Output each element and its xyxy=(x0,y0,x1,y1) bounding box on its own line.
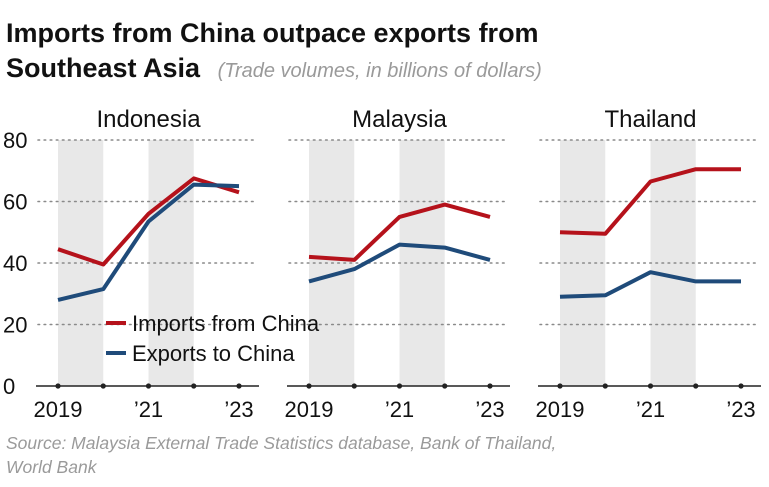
x-tick-malaysia-2022 xyxy=(442,383,448,389)
y-tick-label-80: 80 xyxy=(3,128,27,153)
chart-subtitle: (Trade volumes, in billions of dollars) xyxy=(218,60,542,82)
x-tick-label-thailand-2023: ’23 xyxy=(726,397,755,422)
legend-label-exports-to-china: Exports to China xyxy=(132,341,295,366)
y-tick-label-40: 40 xyxy=(3,251,27,276)
x-tick-indonesia-2023 xyxy=(236,383,242,389)
x-tick-label-malaysia-2021: ’21 xyxy=(385,397,414,422)
x-tick-thailand-2023 xyxy=(738,383,744,389)
panel-title-malaysia: Malaysia xyxy=(352,106,447,133)
series-line-indonesia-imports-from-china xyxy=(57,176,240,267)
source-note-line-2: World Bank xyxy=(6,457,98,477)
x-tick-malaysia-2020 xyxy=(351,383,357,389)
x-tick-malaysia-2023 xyxy=(487,383,493,389)
x-tick-thailand-2019 xyxy=(557,383,563,389)
source-note-line-1: Source: Malaysia External Trade Statisti… xyxy=(6,433,556,453)
panel-indonesia: 2019 ’21 ’23 Indonesia xyxy=(34,106,259,422)
series-line-thailand-exports-to-china xyxy=(559,270,741,299)
legend: Imports from China Exports to China xyxy=(106,311,320,366)
series-line-malaysia-exports-to-china xyxy=(308,242,491,284)
panel-thailand: 2019 ’21 ’23 Thailand xyxy=(536,106,761,422)
x-tick-label-malaysia-2019: 2019 xyxy=(285,397,334,422)
x-tick-thailand-2020 xyxy=(602,383,608,389)
x-tick-label-malaysia-2023: ’23 xyxy=(475,397,504,422)
x-tick-label-thailand-2019: 2019 xyxy=(536,397,585,422)
legend-label-imports-from-china: Imports from China xyxy=(132,311,320,336)
chart-panels: 2019’21’23Indonesia2019’21’23Malaysia201… xyxy=(3,106,761,422)
chart-title-line-2-main: Southeast Asia xyxy=(6,53,201,83)
x-tick-label-indonesia-2023: ’23 xyxy=(224,397,253,422)
x-tick-label-indonesia-2019: 2019 xyxy=(34,397,83,422)
x-tick-indonesia-2020 xyxy=(100,383,106,389)
y-tick-label-20: 20 xyxy=(3,313,27,338)
x-tick-malaysia-2021 xyxy=(396,383,403,389)
x-tick-label-indonesia-2021: ’21 xyxy=(134,397,163,422)
x-tick-malaysia-2019 xyxy=(306,383,312,389)
x-tick-indonesia-2021 xyxy=(145,383,152,389)
y-tick-label-0: 0 xyxy=(3,374,15,399)
panel-title-indonesia: Indonesia xyxy=(96,106,201,133)
series-line-thailand-imports-from-china xyxy=(559,167,741,236)
x-tick-indonesia-2022 xyxy=(191,383,197,389)
series-line-malaysia-imports-from-china xyxy=(308,202,491,262)
panel-malaysia: 2019 ’21 ’23 Malaysia xyxy=(285,106,510,422)
y-tick-label-60: 60 xyxy=(3,190,27,215)
x-tick-thailand-2022 xyxy=(693,383,699,389)
x-tick-thailand-2021 xyxy=(647,383,654,389)
series-line-indonesia-exports-to-china xyxy=(57,182,240,302)
chart-title-line-1: Imports from China outpace exports from xyxy=(6,18,539,48)
x-tick-indonesia-2019 xyxy=(55,383,61,389)
x-tick-label-thailand-2021: ’21 xyxy=(636,397,665,422)
panel-title-thailand: Thailand xyxy=(604,106,696,133)
chart-title-line-2: Southeast Asia (Trade volumes, in billio… xyxy=(6,53,542,83)
